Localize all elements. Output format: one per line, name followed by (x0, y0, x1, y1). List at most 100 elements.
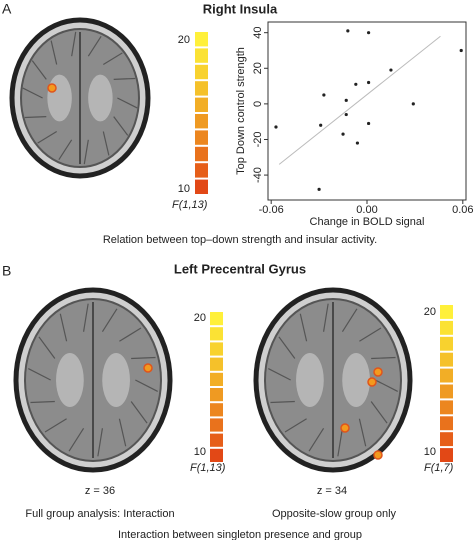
panel-title: Left Precentral Gyrus (174, 261, 306, 276)
sulcus (22, 87, 43, 99)
point (319, 123, 323, 127)
sulcus (322, 303, 329, 332)
sulcus (113, 116, 129, 136)
sulcus (50, 40, 58, 65)
sulcus (278, 336, 296, 359)
sulcus (101, 308, 118, 333)
sulcus (135, 379, 158, 392)
panel-label: B (2, 263, 11, 279)
panel-title: Right Insula (203, 1, 278, 16)
colorbar-min: 10 (424, 446, 436, 458)
x-tick-label: 0.06 (452, 204, 473, 216)
colorbar-min: 10 (178, 183, 190, 195)
sulcus (375, 379, 398, 392)
point (346, 29, 350, 33)
sulcus (37, 131, 57, 144)
colorbar-stat: F(1,13) (190, 462, 226, 474)
colorbar-swatch (210, 327, 223, 341)
colorbar-swatch (440, 400, 453, 415)
sulcus (370, 401, 388, 424)
activation (143, 363, 153, 373)
colorbar-swatch (195, 64, 208, 80)
point (366, 80, 371, 85)
x-tick-label: -0.06 (259, 204, 284, 216)
colorbar-max: 20 (424, 306, 436, 318)
colorbar-swatch (195, 97, 208, 112)
point (389, 68, 393, 72)
fit-line (278, 35, 441, 165)
sulcus (337, 428, 344, 457)
y-tick-label: -40 (252, 167, 264, 183)
sulcus (119, 327, 142, 342)
sulcus (102, 131, 110, 156)
point (411, 102, 415, 106)
colorbar-swatch (440, 305, 453, 319)
sulcus (68, 427, 85, 452)
sulcus (59, 313, 68, 342)
sulcus (299, 313, 308, 342)
sulcus (118, 418, 127, 447)
y-tick-label: 20 (252, 62, 264, 74)
white-matter (102, 353, 130, 407)
colorbar-swatch (210, 433, 223, 447)
point (459, 48, 463, 53)
sulcus (58, 139, 73, 161)
point (366, 121, 371, 126)
colorbar-max: 20 (178, 34, 190, 46)
colorbar-swatch (210, 448, 223, 462)
activation (373, 367, 383, 377)
colorbar-swatch (195, 163, 208, 178)
white-matter (56, 353, 84, 407)
z-label: z = 36 (85, 485, 115, 497)
white-matter (88, 74, 113, 122)
colorbar-swatch (440, 352, 453, 367)
y-tick-label: 40 (252, 27, 264, 39)
plot-frame (267, 21, 467, 201)
colorbar-min: 10 (194, 446, 206, 458)
y-tick-label: 0 (252, 101, 264, 107)
colorbar-swatch (195, 146, 208, 162)
colorbar-swatch (210, 403, 223, 417)
colorbar-swatch (210, 342, 223, 356)
activation (47, 83, 57, 93)
colorbar-swatch (195, 114, 208, 129)
sulcus (31, 60, 47, 80)
colorbar-swatch (440, 416, 453, 431)
sulcus (71, 31, 77, 57)
panel-label: A (2, 1, 12, 17)
sulcus (131, 356, 156, 360)
colorbar-swatch (440, 368, 453, 383)
colorbar-swatch (440, 432, 453, 447)
sulcus (371, 356, 396, 360)
colorbar-swatch (210, 312, 223, 326)
white-matter (342, 353, 370, 407)
y-tick-label: -20 (252, 132, 264, 148)
sulcus (113, 77, 136, 80)
sulcus (97, 428, 104, 457)
white-matter (296, 353, 324, 407)
colorbar-swatch (440, 384, 453, 399)
colorbar-swatch (195, 130, 208, 145)
point (274, 125, 278, 129)
sulcus (341, 308, 358, 333)
caption: Opposite-slow group only (272, 508, 397, 520)
colorbar-swatch (210, 388, 223, 402)
colorbar-swatch (440, 320, 453, 335)
white-matter (47, 74, 72, 122)
colorbar-swatch (440, 336, 453, 351)
y-axis-label: Top Down control strength (235, 47, 247, 175)
colorbar-swatch (440, 448, 453, 462)
caption: Relation between top–down strength and i… (103, 234, 377, 246)
sulcus (38, 336, 56, 359)
colorbar-swatch (195, 48, 208, 63)
sulcus (24, 116, 47, 119)
activation (340, 423, 350, 433)
sulcus (30, 400, 55, 404)
colorbar-stat: F(1,13) (172, 199, 208, 211)
sulcus (117, 97, 138, 109)
sulcus (308, 427, 325, 452)
sulcus (268, 368, 291, 381)
z-label: z = 34 (317, 485, 347, 497)
colorbar-swatch (210, 418, 223, 432)
